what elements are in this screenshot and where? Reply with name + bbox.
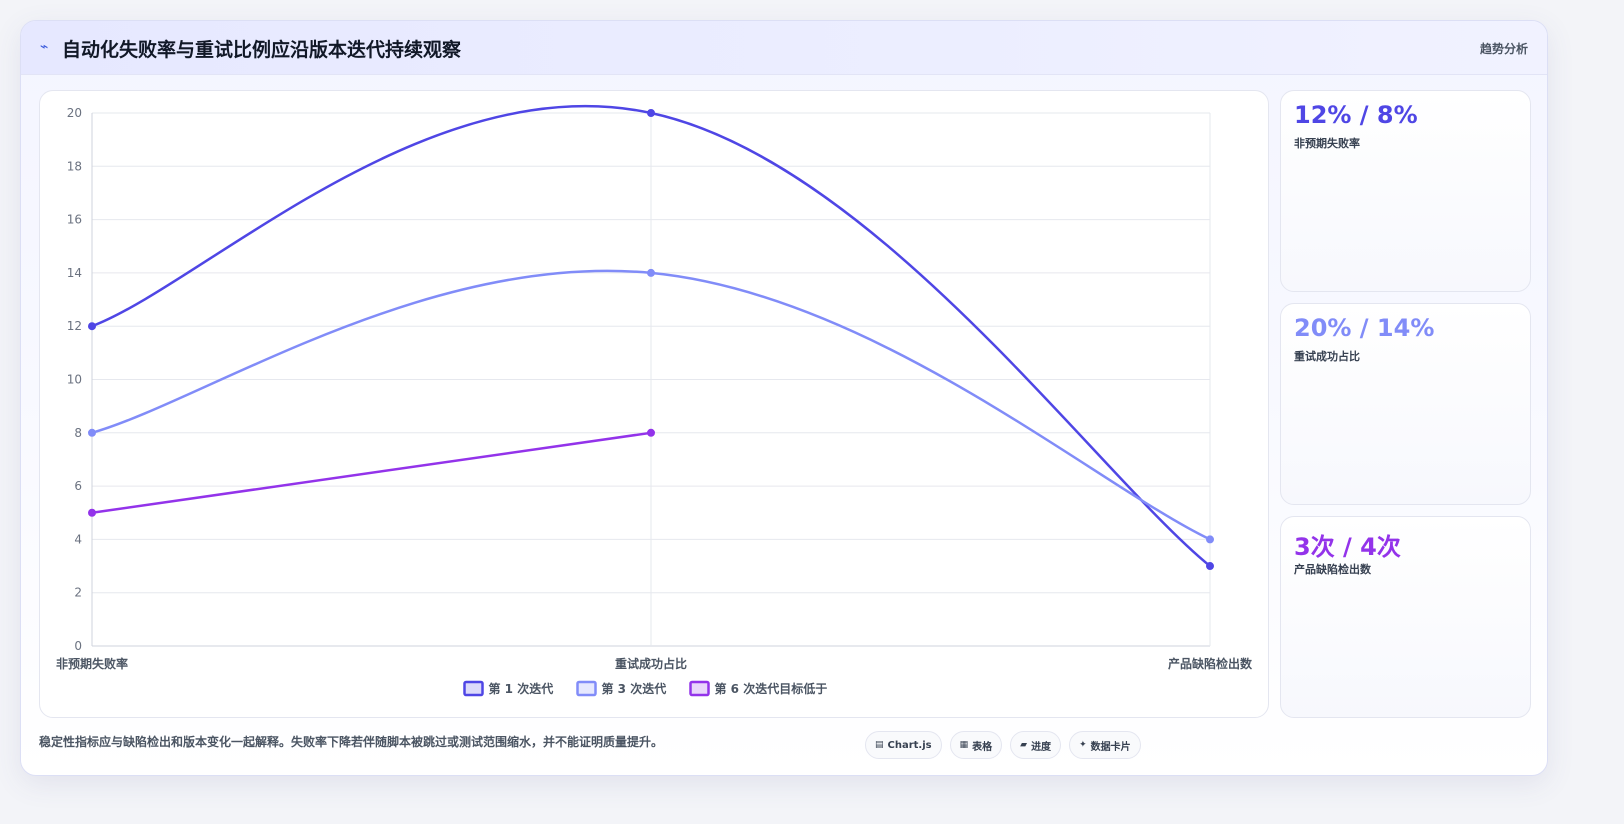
x-tick-label: 产品缺陷检出数 xyxy=(1168,656,1253,671)
y-tick-label: 10 xyxy=(67,373,82,387)
pill-progress[interactable]: ▰ 进度 xyxy=(1010,731,1062,759)
stat-card-defect-count: 3次 / 4次 产品缺陷检出数 xyxy=(1280,516,1531,718)
trend-icon: ⌁ xyxy=(40,39,49,55)
y-tick-label: 2 xyxy=(74,586,82,600)
y-tick-label: 16 xyxy=(67,213,82,227)
stat-label: 产品缺陷检出数 xyxy=(1294,563,1371,576)
chart-icon: ▤ xyxy=(875,740,884,750)
legend-swatch xyxy=(463,680,484,697)
card-header: ⌁ 自动化失败率与重试比例应沿版本迭代持续观察 趋势分析 xyxy=(21,21,1547,75)
y-tick-label: 18 xyxy=(67,159,82,173)
y-tick-label: 8 xyxy=(74,426,82,440)
stat-label: 重试成功占比 xyxy=(1294,350,1360,363)
legend-label: 第 3 次迭代 xyxy=(602,681,667,696)
legend-swatch xyxy=(689,680,710,697)
sparkle-icon: ✦ xyxy=(1079,740,1087,750)
y-tick-label: 0 xyxy=(74,639,82,653)
stat-value: 12% / 8% xyxy=(1294,101,1418,129)
pill-label: Chart.js xyxy=(887,739,932,751)
stat-value: 3次 / 4次 xyxy=(1294,533,1401,561)
y-tick-label: 14 xyxy=(67,266,82,280)
table-icon: ▦ xyxy=(959,740,969,750)
pill-table[interactable]: ▦ 表格 xyxy=(949,731,1003,759)
data-point xyxy=(88,508,96,517)
y-tick-label: 12 xyxy=(67,319,82,333)
progress-icon: ▰ xyxy=(1020,740,1028,750)
legend-label: 第 1 次迭代 xyxy=(489,681,554,696)
y-tick-label: 6 xyxy=(74,479,82,493)
data-point xyxy=(1206,535,1214,544)
pill-chartjs[interactable]: ▤ Chart.js xyxy=(865,731,942,759)
chart-panel: 0 2 4 6 8 10 12 14 16 18 20 非预期失败率 重试成功占比 产品缺陷检出数第 1 … xyxy=(39,90,1269,718)
page-title: 自动化失败率与重试比例应沿版本迭代持续观察 xyxy=(62,39,462,61)
data-point xyxy=(88,322,96,331)
data-point xyxy=(647,109,655,117)
pill-label: 表格 xyxy=(972,741,993,753)
y-tick-label: 20 xyxy=(67,106,82,120)
trend-analysis-tag: 趋势分析 xyxy=(1479,42,1528,56)
tool-pills: ▤ Chart.js ▦ 表格 ▰ 进度 ✦ 数据卡片 xyxy=(865,731,1141,759)
pill-label: 进度 xyxy=(1031,741,1052,753)
data-point xyxy=(647,268,655,277)
pill-label: 数据卡片 xyxy=(1090,741,1131,753)
pill-data-card[interactable]: ✦ 数据卡片 xyxy=(1069,731,1141,759)
x-tick-label: 重试成功占比 xyxy=(615,656,687,671)
y-tick-label: 4 xyxy=(74,532,82,546)
footer-note: 稳定性指标应与缺陷检出和版本变化一起解释。失败率下降若伴随脚本被跳过或测试范围缩… xyxy=(39,735,664,749)
series-line xyxy=(91,431,652,514)
data-point xyxy=(1206,562,1214,571)
stat-value: 20% / 14% xyxy=(1294,314,1435,342)
x-tick-label: 非预期失败率 xyxy=(56,656,128,671)
stat-label: 非预期失败率 xyxy=(1294,137,1360,150)
legend-swatch xyxy=(576,680,597,697)
trend-card: ⌁ 自动化失败率与重试比例应沿版本迭代持续观察 趋势分析 0 2 4 6 8 10 12 14… xyxy=(20,20,1548,776)
legend-label: 第 6 次迭代目标低于 xyxy=(715,681,828,696)
stat-card-retry-ratio: 20% / 14% 重试成功占比 xyxy=(1280,303,1531,505)
stat-card-failure-rate: 12% / 8% 非预期失败率 xyxy=(1280,90,1531,292)
data-point xyxy=(647,428,655,437)
data-point xyxy=(88,428,96,437)
